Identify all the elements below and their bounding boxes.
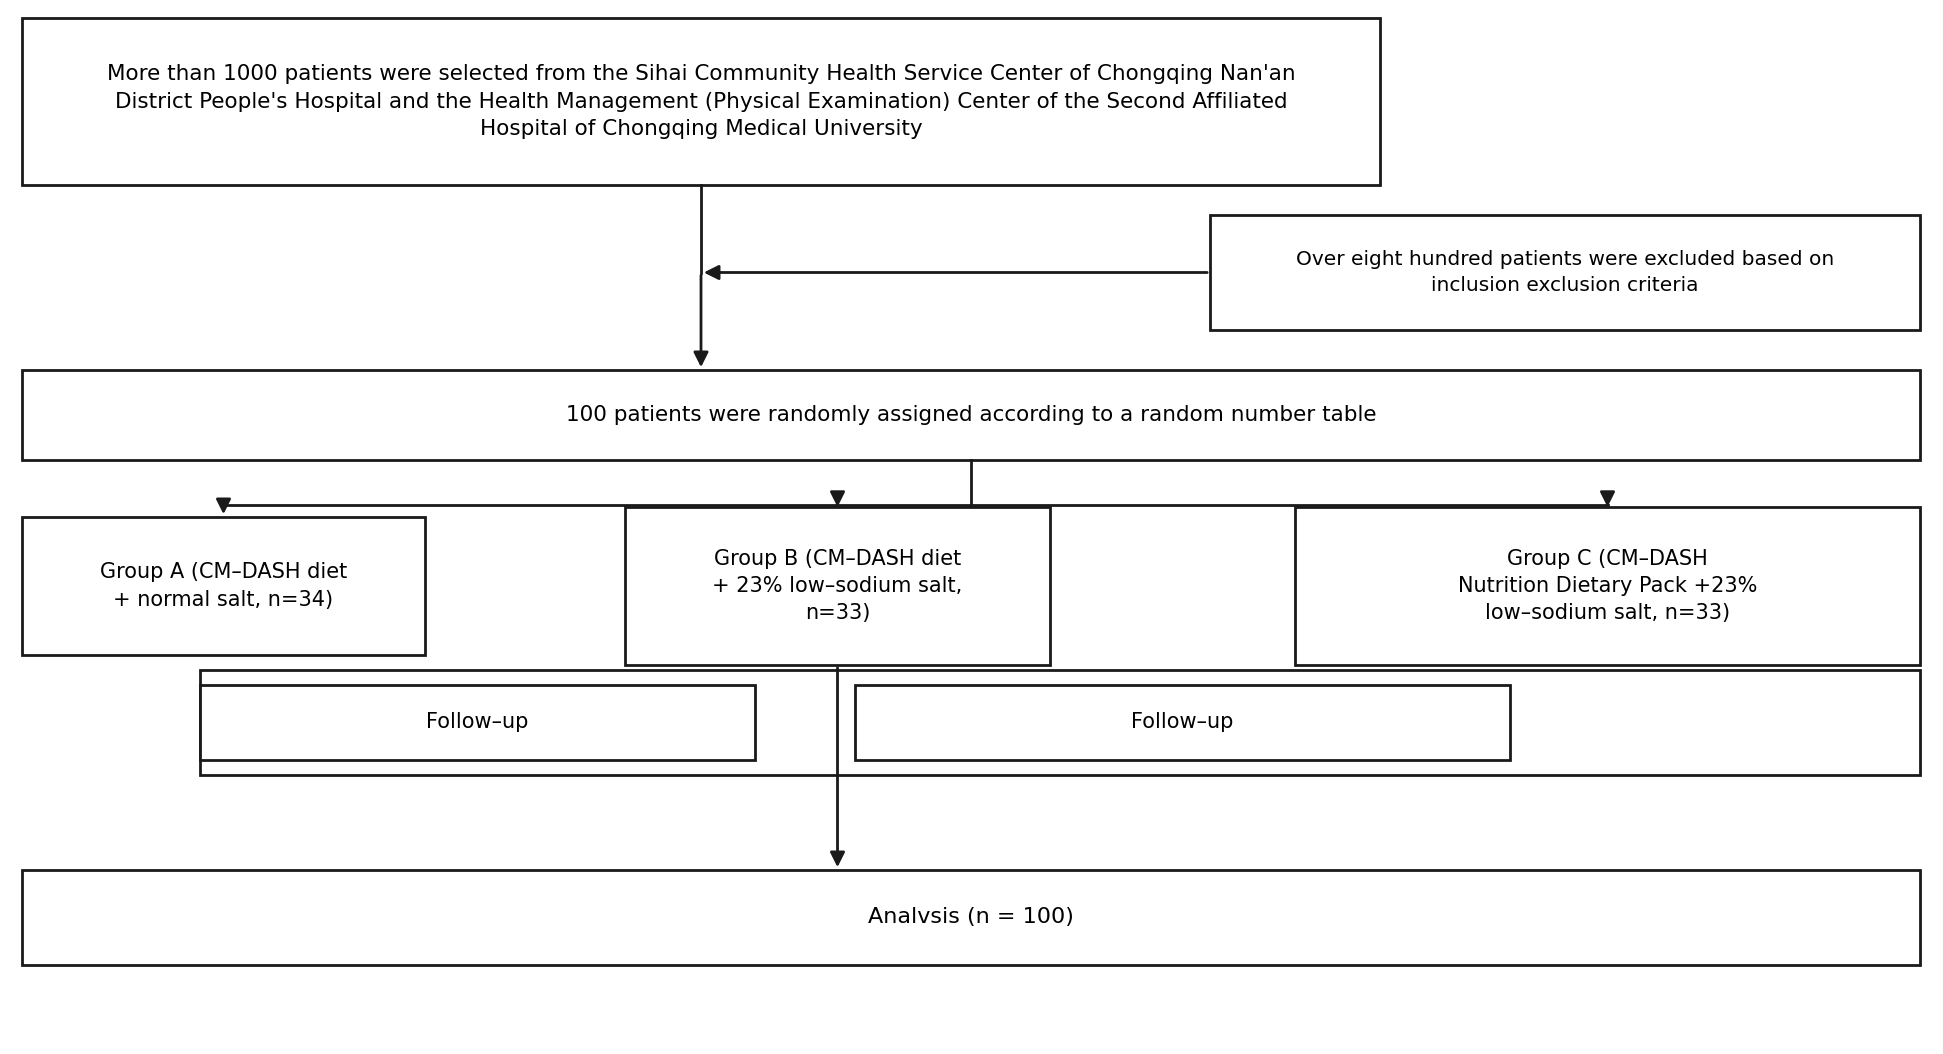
Bar bbox=[21, 18, 1380, 186]
Bar bbox=[1294, 507, 1920, 665]
Bar bbox=[855, 685, 1510, 760]
Bar bbox=[21, 370, 1920, 460]
Bar bbox=[200, 670, 1920, 775]
Text: Analvsis (n = 100): Analvsis (n = 100) bbox=[869, 907, 1074, 928]
Bar bbox=[200, 685, 756, 760]
Text: Group C (CM–DASH
Nutrition Dietary Pack +23%
low–sodium salt, n=33): Group C (CM–DASH Nutrition Dietary Pack … bbox=[1457, 549, 1756, 623]
Bar bbox=[626, 507, 1049, 665]
Text: Group A (CM–DASH diet
+ normal salt, n=34): Group A (CM–DASH diet + normal salt, n=3… bbox=[99, 563, 348, 609]
Text: Over eight hundred patients were excluded based on
inclusion exclusion criteria: Over eight hundred patients were exclude… bbox=[1296, 250, 1834, 295]
Text: Follow–up: Follow–up bbox=[1131, 713, 1234, 733]
Text: Follow–up: Follow–up bbox=[426, 713, 528, 733]
Text: More than 1000 patients were selected from the Sihai Community Health Service Ce: More than 1000 patients were selected fr… bbox=[107, 64, 1296, 139]
Bar bbox=[21, 518, 426, 655]
Text: 100 patients were randomly assigned according to a random number table: 100 patients were randomly assigned acco… bbox=[565, 405, 1376, 425]
Bar bbox=[21, 870, 1920, 965]
Text: Group B (CM–DASH diet
+ 23% low–sodium salt,
n=33): Group B (CM–DASH diet + 23% low–sodium s… bbox=[713, 549, 962, 623]
Bar bbox=[1210, 215, 1920, 330]
